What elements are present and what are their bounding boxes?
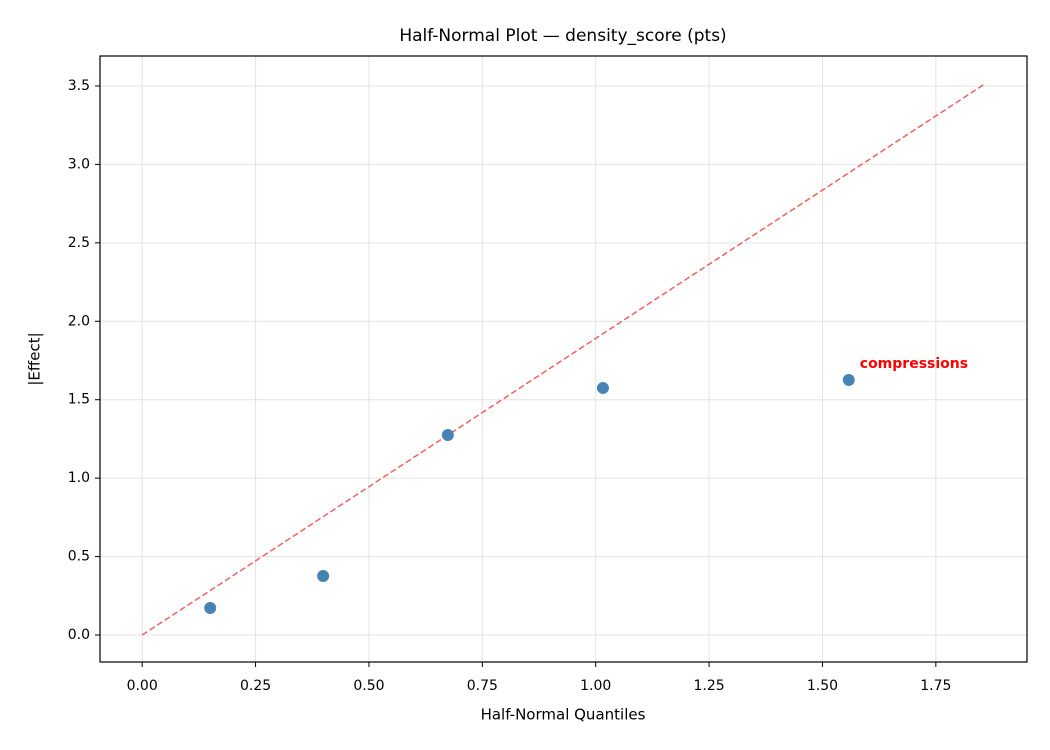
point: [596, 381, 609, 394]
y-tick-label: 0.0: [68, 627, 90, 643]
annotation: compressions: [860, 356, 968, 372]
x-tick-label: 0.25: [240, 678, 271, 694]
plot-frame: [99, 55, 1028, 663]
x-tick-label: 1.50: [807, 678, 838, 694]
y-tick-label: 2.0: [68, 313, 90, 329]
x-tick-label: 1.00: [580, 678, 611, 694]
y-tick-label: 1.5: [68, 392, 90, 408]
point: [317, 570, 330, 583]
x-tick-label: 0.50: [353, 678, 384, 694]
point: [441, 429, 454, 442]
reference-line: [141, 83, 986, 636]
x-axis-label: Half-Normal Quantiles: [481, 706, 646, 724]
y-tick-label: 3.0: [68, 156, 90, 172]
y-tick-label: 3.5: [68, 78, 90, 94]
y-tick-label: 2.5: [68, 235, 90, 251]
x-tick-label: 0.00: [127, 678, 158, 694]
y-tick-label: 1.0: [68, 470, 90, 486]
x-tick-label: 0.75: [467, 678, 498, 694]
chart-title: Half-Normal Plot — density_score (pts): [399, 26, 726, 46]
x-tick-label: 1.75: [920, 678, 951, 694]
y-axis-label: |Effect|: [26, 332, 44, 385]
y-tick-label: 0.5: [68, 549, 90, 565]
point: [842, 373, 855, 386]
point: [204, 602, 217, 615]
x-tick-label: 1.25: [693, 678, 724, 694]
